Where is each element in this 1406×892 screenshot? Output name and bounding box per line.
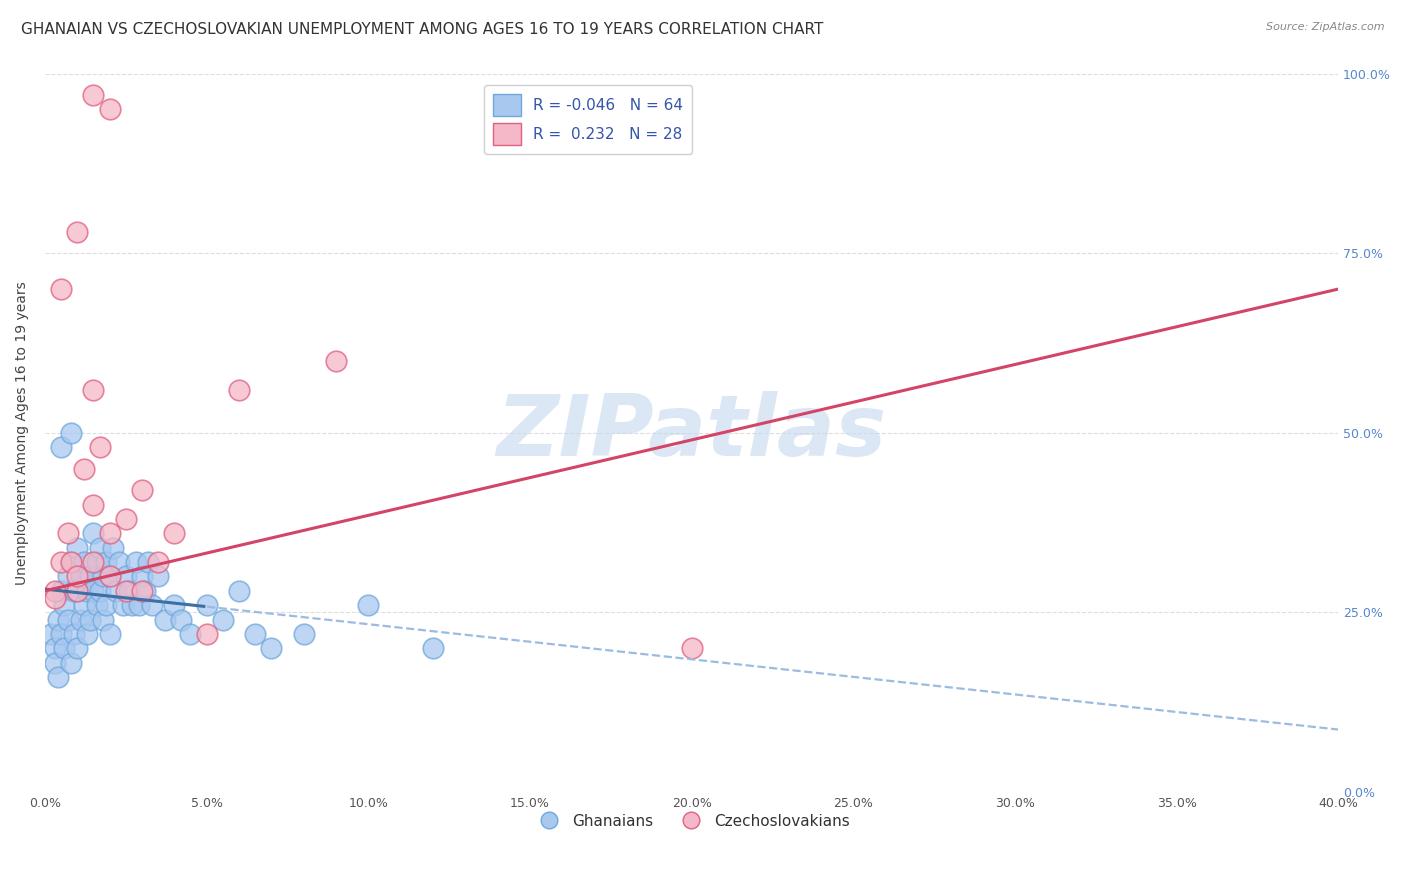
Y-axis label: Unemployment Among Ages 16 to 19 years: Unemployment Among Ages 16 to 19 years bbox=[15, 281, 30, 584]
Point bbox=[292, 627, 315, 641]
Point bbox=[73, 555, 96, 569]
Point bbox=[82, 526, 104, 541]
Point bbox=[56, 613, 79, 627]
Point bbox=[138, 555, 160, 569]
Point bbox=[96, 555, 118, 569]
Point bbox=[82, 583, 104, 598]
Point bbox=[114, 583, 136, 598]
Point bbox=[59, 425, 82, 440]
Point bbox=[228, 583, 250, 598]
Point bbox=[66, 583, 89, 598]
Point bbox=[101, 541, 124, 555]
Point bbox=[146, 555, 169, 569]
Point bbox=[195, 627, 218, 641]
Point bbox=[86, 555, 108, 569]
Point bbox=[49, 555, 72, 569]
Point bbox=[79, 613, 101, 627]
Point bbox=[86, 598, 108, 612]
Point bbox=[66, 225, 89, 239]
Point bbox=[98, 569, 121, 583]
Point bbox=[108, 555, 131, 569]
Text: GHANAIAN VS CZECHOSLOVAKIAN UNEMPLOYMENT AMONG AGES 16 TO 19 YEARS CORRELATION C: GHANAIAN VS CZECHOSLOVAKIAN UNEMPLOYMENT… bbox=[21, 22, 824, 37]
Point bbox=[76, 583, 98, 598]
Point bbox=[118, 583, 141, 598]
Point bbox=[49, 282, 72, 296]
Legend: Ghanaians, Czechoslovakians: Ghanaians, Czechoslovakians bbox=[527, 807, 856, 835]
Point bbox=[228, 383, 250, 397]
Point bbox=[98, 103, 121, 117]
Point bbox=[49, 627, 72, 641]
Point bbox=[69, 569, 91, 583]
Point bbox=[66, 583, 89, 598]
Point bbox=[63, 627, 86, 641]
Point bbox=[46, 613, 69, 627]
Point bbox=[44, 591, 66, 605]
Point bbox=[49, 583, 72, 598]
Point bbox=[89, 440, 111, 454]
Point bbox=[59, 555, 82, 569]
Point bbox=[357, 598, 380, 612]
Point bbox=[82, 555, 104, 569]
Point bbox=[44, 656, 66, 670]
Point bbox=[124, 555, 146, 569]
Point bbox=[53, 641, 76, 656]
Point bbox=[76, 627, 98, 641]
Point bbox=[96, 598, 118, 612]
Point bbox=[211, 613, 233, 627]
Point bbox=[98, 627, 121, 641]
Point bbox=[260, 641, 283, 656]
Point bbox=[179, 627, 201, 641]
Point bbox=[163, 598, 186, 612]
Point bbox=[56, 526, 79, 541]
Point bbox=[66, 641, 89, 656]
Point bbox=[89, 541, 111, 555]
Point bbox=[82, 88, 104, 103]
Point bbox=[114, 569, 136, 583]
Point bbox=[98, 526, 121, 541]
Point bbox=[69, 613, 91, 627]
Point bbox=[195, 598, 218, 612]
Point bbox=[91, 569, 114, 583]
Point bbox=[41, 627, 63, 641]
Point bbox=[59, 555, 82, 569]
Point bbox=[46, 670, 69, 684]
Point bbox=[146, 569, 169, 583]
Point bbox=[82, 383, 104, 397]
Point bbox=[243, 627, 266, 641]
Point bbox=[66, 569, 89, 583]
Point bbox=[53, 598, 76, 612]
Point bbox=[59, 656, 82, 670]
Point bbox=[105, 583, 128, 598]
Point bbox=[44, 641, 66, 656]
Point bbox=[98, 569, 121, 583]
Point bbox=[111, 598, 134, 612]
Text: Source: ZipAtlas.com: Source: ZipAtlas.com bbox=[1267, 22, 1385, 32]
Point bbox=[82, 498, 104, 512]
Point bbox=[325, 354, 347, 368]
Point bbox=[163, 526, 186, 541]
Point bbox=[91, 613, 114, 627]
Point bbox=[66, 541, 89, 555]
Point bbox=[63, 583, 86, 598]
Point bbox=[681, 641, 703, 656]
Point bbox=[422, 641, 444, 656]
Point bbox=[56, 569, 79, 583]
Point bbox=[49, 440, 72, 454]
Point bbox=[153, 613, 176, 627]
Point bbox=[73, 598, 96, 612]
Point bbox=[79, 569, 101, 583]
Point bbox=[170, 613, 193, 627]
Point bbox=[134, 583, 156, 598]
Point bbox=[73, 461, 96, 475]
Point bbox=[89, 583, 111, 598]
Point bbox=[128, 598, 150, 612]
Point bbox=[44, 583, 66, 598]
Point bbox=[114, 512, 136, 526]
Point bbox=[131, 583, 153, 598]
Point bbox=[131, 569, 153, 583]
Point bbox=[131, 483, 153, 498]
Text: ZIPatlas: ZIPatlas bbox=[496, 392, 887, 475]
Point bbox=[141, 598, 163, 612]
Point bbox=[121, 598, 143, 612]
